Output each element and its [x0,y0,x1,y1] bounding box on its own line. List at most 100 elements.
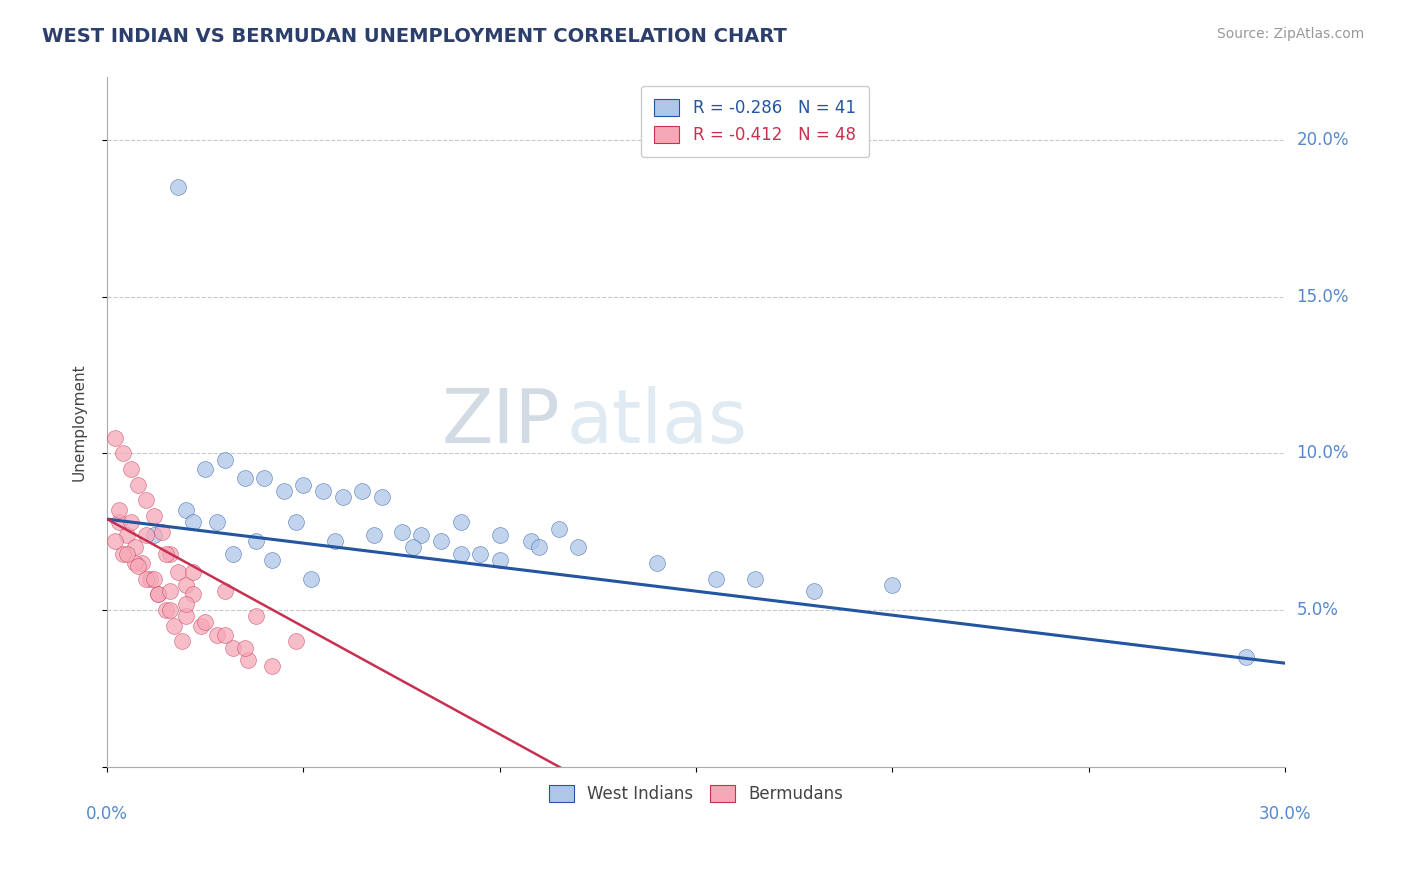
Point [166,566,188,580]
Point [645,556,668,570]
Point [166,180,188,194]
Point [371,490,394,504]
Point [143,508,166,523]
Text: 0.0%: 0.0% [86,805,128,823]
Point [111,446,134,460]
Point [527,541,550,555]
Point [139,572,162,586]
Point [159,584,181,599]
Point [245,534,267,549]
Point [214,628,236,642]
Text: 10.0%: 10.0% [1296,444,1348,462]
Point [124,556,146,570]
Point [214,452,236,467]
Point [488,553,510,567]
Point [882,578,904,592]
Legend: West Indians, Bermudans: West Indians, Bermudans [543,779,851,810]
Text: Source: ZipAtlas.com: Source: ZipAtlas.com [1216,27,1364,41]
Point [312,483,335,498]
Point [163,618,186,632]
Point [135,493,157,508]
Point [104,431,127,445]
Point [470,547,492,561]
Point [127,559,149,574]
Point [146,587,169,601]
Point [108,515,131,529]
Point [1234,649,1257,664]
Point [194,462,217,476]
Point [120,515,142,529]
Point [402,541,425,555]
Text: ZIP: ZIP [441,385,561,458]
Point [174,502,197,516]
Point [120,462,142,476]
Point [233,640,256,655]
Point [430,534,453,549]
Point [253,471,276,485]
Point [547,522,569,536]
Point [159,603,181,617]
Point [567,541,589,555]
Point [260,553,283,567]
Y-axis label: Unemployment: Unemployment [72,363,86,481]
Point [205,515,228,529]
Point [135,572,157,586]
Point [124,541,146,555]
Point [222,640,245,655]
Point [411,528,433,542]
Point [127,477,149,491]
Text: WEST INDIAN VS BERMUDAN UNEMPLOYMENT CORRELATION CHART: WEST INDIAN VS BERMUDAN UNEMPLOYMENT COR… [42,27,787,45]
Point [323,534,346,549]
Point [214,584,236,599]
Point [260,659,283,673]
Point [352,483,374,498]
Point [744,572,766,586]
Point [488,528,510,542]
Point [190,618,212,632]
Point [174,578,197,592]
Point [143,572,166,586]
Point [520,534,543,549]
Point [194,615,217,630]
Point [104,534,127,549]
Point [155,547,177,561]
Point [131,556,153,570]
Point [704,572,727,586]
Point [146,587,169,601]
Point [174,597,197,611]
Point [143,528,166,542]
Point [332,490,354,504]
Point [284,515,307,529]
Text: 20.0%: 20.0% [1296,131,1348,149]
Text: 30.0%: 30.0% [1258,805,1312,823]
Point [391,524,413,539]
Point [273,483,295,498]
Point [115,528,138,542]
Text: 15.0%: 15.0% [1296,288,1348,306]
Point [155,603,177,617]
Point [135,528,157,542]
Point [299,572,322,586]
Point [150,524,173,539]
Point [292,477,315,491]
Point [450,547,472,561]
Point [245,609,267,624]
Text: atlas: atlas [567,385,748,458]
Point [238,653,260,667]
Point [108,502,131,516]
Point [233,471,256,485]
Point [111,547,134,561]
Text: 5.0%: 5.0% [1296,601,1339,619]
Point [284,634,307,648]
Point [205,628,228,642]
Point [183,566,205,580]
Point [174,609,197,624]
Point [115,547,138,561]
Point [159,547,181,561]
Point [170,634,193,648]
Point [450,515,472,529]
Point [803,584,825,599]
Point [183,515,205,529]
Point [363,528,385,542]
Point [183,587,205,601]
